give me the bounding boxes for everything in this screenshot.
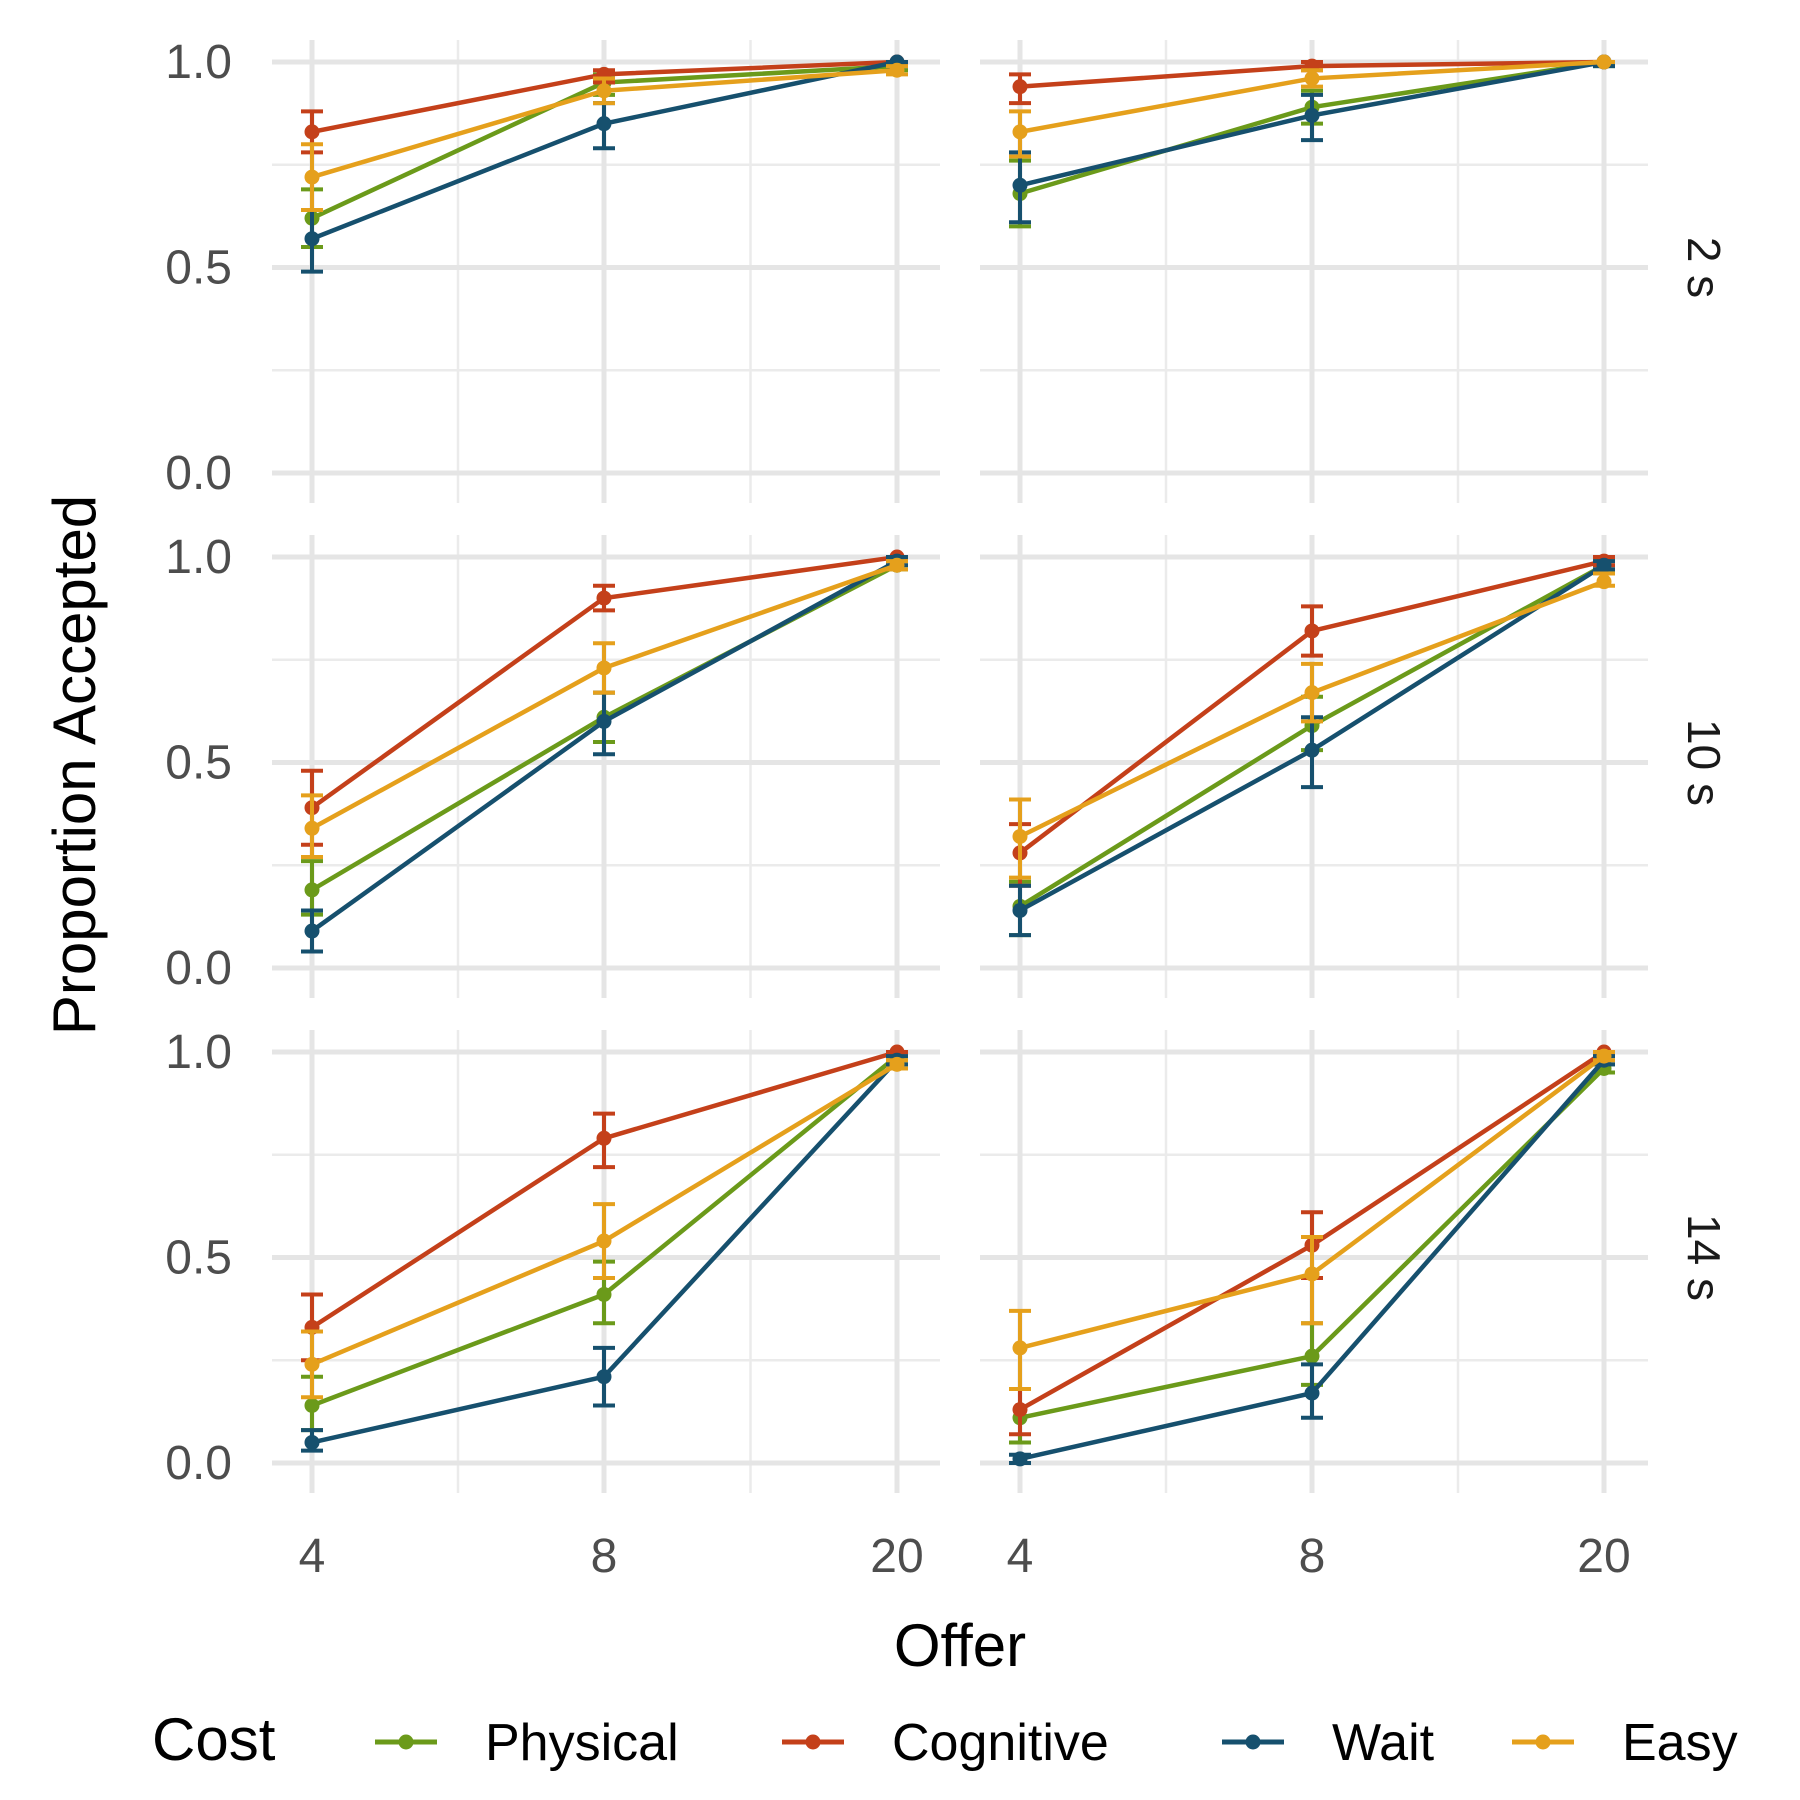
facet-strips: 2 s 10 s 14 s [1678,237,1730,1301]
x-tick-label: 8 [591,1530,618,1583]
data-point [1304,107,1320,123]
legend-key-point [398,1734,414,1750]
data-point [1012,79,1028,95]
data-point [1304,742,1320,758]
legend: Cost Physical Cognitive Wait Easy [152,1706,1738,1773]
legend-label: Cognitive [892,1714,1109,1772]
legend-item-wait: Wait [1222,1714,1435,1772]
legend-key-point [1535,1734,1551,1750]
panel-4 [980,535,1648,998]
y-tick-label: 0.5 [165,1232,232,1285]
data-point [1596,574,1612,590]
data-point [1012,902,1028,918]
data-point [304,882,320,898]
facet-strip-label: 14 s [1678,1214,1730,1301]
panel-6 [980,1030,1648,1493]
data-point [304,231,320,247]
legend-key-point [1245,1734,1261,1750]
data-point [1012,1340,1028,1356]
legend-item-cognitive: Cognitive [782,1714,1109,1772]
data-point [1596,1048,1612,1064]
data-point [1304,623,1320,639]
panel-1 [272,40,940,503]
x-tick-label: 4 [1007,1530,1034,1583]
data-point [1012,1451,1028,1467]
x-axis-title: Offer [894,1612,1026,1679]
data-point [1304,70,1320,86]
data-point [1304,685,1320,701]
data-point [889,62,905,78]
data-point [1012,828,1028,844]
y-tick-label: 1.0 [165,1026,232,1079]
data-point [304,169,320,185]
series-easy [1009,571,1615,880]
data-point [596,83,612,99]
legend-item-easy: Easy [1512,1714,1738,1772]
legend-label: Easy [1622,1714,1738,1772]
data-point [1012,124,1028,140]
data-point [596,590,612,606]
facet-strip-label: 10 s [1678,719,1730,806]
data-point [596,660,612,676]
y-axis-title: Proportion Accepted [41,495,108,1035]
axes-layer: 0.0 0.5 1.0 0.0 0.5 1.0 0.0 0.5 1.0 4 8 20 4 8 20 [165,36,1630,1583]
data-point [889,1056,905,1072]
legend-item-physical: Physical [375,1714,679,1772]
data-point [889,557,905,573]
panel-2 [980,40,1648,503]
series-easy [1009,54,1615,159]
data-point [304,820,320,836]
x-tick-label: 20 [870,1530,923,1583]
legend-label: Wait [1332,1714,1435,1772]
x-tick-label: 20 [1577,1530,1630,1583]
x-tick-label: 8 [1299,1530,1326,1583]
panel-3 [272,535,940,998]
data-point [596,1286,612,1302]
data-point [1012,177,1028,193]
series-wait [301,1052,908,1453]
data-point [304,1397,320,1413]
panel-5 [272,1030,940,1493]
series-wait [1009,557,1615,938]
data-point [304,1356,320,1372]
data-point [1304,1266,1320,1282]
data-point [1012,1402,1028,1418]
data-point [304,1434,320,1450]
data-point [596,1233,612,1249]
series-easy [301,1056,908,1400]
y-tick-label: 1.0 [165,36,232,89]
y-tick-label: 0.5 [165,242,232,295]
y-tick-label: 0.0 [165,942,232,995]
data-point [1596,557,1612,573]
series-easy [301,62,908,212]
data-point [596,116,612,132]
data-point [596,1130,612,1146]
facet-strip-label: 2 s [1678,237,1730,298]
data-point [596,713,612,729]
series-easy [301,557,908,860]
data-point [1304,1385,1320,1401]
y-tick-label: 0.0 [165,1437,232,1490]
x-tick-label: 4 [299,1530,326,1583]
series-easy [1009,1048,1615,1392]
legend-key-point [805,1734,821,1750]
legend-title: Cost [152,1706,276,1773]
legend-label: Physical [485,1714,679,1772]
y-tick-label: 1.0 [165,531,232,584]
data-point [1596,54,1612,70]
data-point [304,923,320,939]
y-tick-label: 0.5 [165,737,232,790]
data-point [596,1369,612,1385]
y-tick-label: 0.0 [165,447,232,500]
data-point [1304,1348,1320,1364]
panels-layer [272,40,1648,1493]
data-point [304,124,320,140]
